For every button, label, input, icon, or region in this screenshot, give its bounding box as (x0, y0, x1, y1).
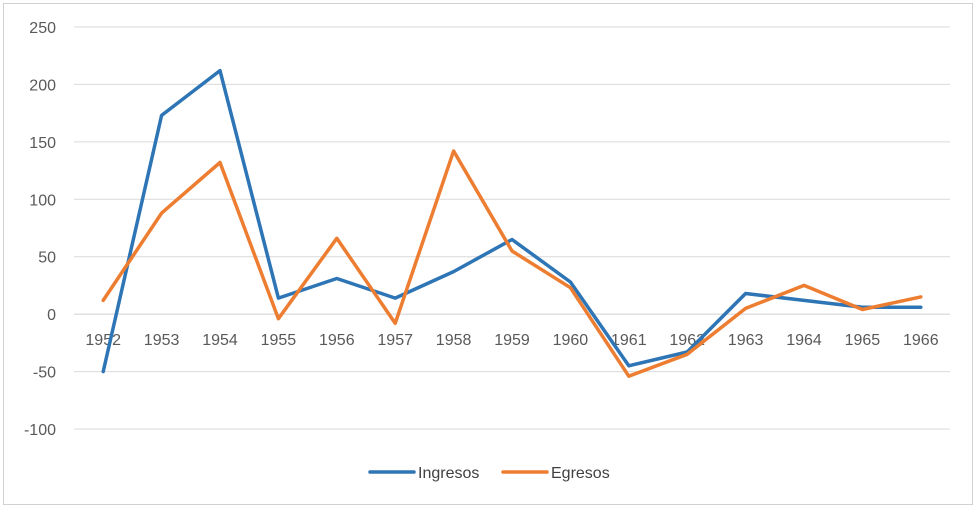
x-tick-label: 1966 (903, 332, 939, 349)
x-tick-label: 1960 (553, 332, 589, 349)
legend-label: Egresos (551, 465, 610, 482)
legend-item-ingresos: Ingresos (368, 465, 479, 482)
series-lines (101, 68, 923, 378)
x-tick-label: 1953 (144, 332, 180, 349)
x-tick-label: 1964 (786, 332, 822, 349)
y-tick-label: 50 (38, 250, 56, 267)
y-tick-label: 100 (29, 192, 56, 209)
x-tick-label: 1957 (377, 332, 413, 349)
x-tick-label: 1958 (436, 332, 472, 349)
legend: Ingresos Egresos (368, 465, 610, 482)
y-tick-label: 250 (29, 20, 56, 37)
x-tick-label: 1963 (728, 332, 764, 349)
series-line-ingresos (101, 68, 923, 374)
gridlines (74, 26, 950, 430)
legend-item-egresos: Egresos (501, 465, 610, 482)
series-line-egresos (101, 149, 923, 378)
x-tick-label: 1959 (494, 332, 530, 349)
x-tick-label: 1956 (319, 332, 355, 349)
x-tick-label: 1954 (202, 332, 238, 349)
y-tick-label: 150 (29, 135, 56, 152)
x-axis-tick-labels: 1952 1953 1954 1955 1956 1957 1958 1959 1960 1961… (85, 332, 938, 349)
y-tick-label: -50 (33, 365, 56, 382)
y-tick-label: 200 (29, 77, 56, 94)
x-tick-label: 1955 (261, 332, 297, 349)
y-tick-label: -100 (24, 422, 56, 439)
x-tick-label: 1965 (845, 332, 881, 349)
y-tick-label: 0 (47, 307, 56, 324)
y-axis-tick-labels: 250 200 150 100 50 0 -50 -100 (24, 20, 56, 439)
x-tick-label: 1961 (611, 332, 647, 349)
legend-label: Ingresos (418, 465, 479, 482)
x-tick-label: 1952 (85, 332, 121, 349)
